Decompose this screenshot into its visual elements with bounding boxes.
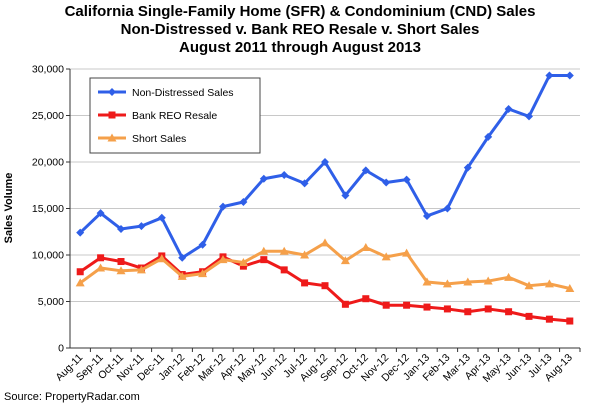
chart-title-line-1: California Single-Family Home (SFR) & Co…	[65, 3, 536, 20]
data-point	[76, 228, 85, 237]
data-point	[423, 303, 431, 311]
data-point	[321, 282, 329, 290]
data-point	[75, 278, 85, 287]
data-point	[382, 301, 390, 309]
legend-swatch-marker	[107, 133, 117, 142]
data-point	[157, 213, 166, 222]
data-point	[565, 283, 575, 292]
data-point	[483, 276, 493, 285]
legend-label: Non-Distressed Sales	[132, 87, 234, 99]
data-point	[382, 178, 391, 187]
data-point	[97, 254, 105, 262]
data-point	[525, 112, 533, 121]
data-point	[545, 71, 554, 80]
data-point	[341, 191, 350, 200]
data-point	[280, 171, 289, 180]
source-note: Source: PropertyRadar.com	[4, 391, 140, 403]
data-point	[524, 281, 534, 290]
y-tick-label: 0	[58, 343, 64, 355]
series-group	[75, 71, 575, 325]
data-point	[442, 279, 452, 288]
data-point	[361, 243, 371, 252]
data-point	[177, 271, 187, 280]
data-point	[219, 202, 227, 211]
data-point	[116, 266, 126, 275]
data-point	[300, 250, 310, 259]
series-line	[79, 241, 571, 290]
legend-swatch-marker	[108, 111, 116, 119]
data-point	[340, 256, 350, 265]
data-point	[239, 197, 248, 206]
data-point	[259, 246, 269, 255]
data-point	[117, 258, 125, 266]
data-point	[279, 246, 289, 255]
data-point	[178, 253, 187, 262]
y-tick-label: 10,000	[32, 250, 64, 262]
data-point	[464, 308, 472, 316]
data-point	[301, 279, 309, 287]
data-point	[239, 262, 247, 270]
data-point	[96, 209, 105, 218]
series-2	[75, 238, 575, 292]
data-point	[484, 132, 493, 141]
data-point	[423, 211, 431, 220]
data-point	[76, 268, 84, 276]
legend-label: Short Sales	[132, 133, 186, 145]
data-point	[422, 277, 432, 286]
data-point	[260, 256, 268, 264]
data-point	[484, 305, 492, 313]
data-point	[198, 240, 207, 249]
data-point	[525, 312, 533, 320]
legend-swatch-marker	[108, 88, 116, 96]
data-point	[381, 252, 391, 261]
chart-title-line-2: Non-Distressed v. Bank REO Resale v. Sho…	[121, 21, 480, 38]
data-point	[300, 179, 309, 188]
data-point	[402, 248, 412, 257]
chart-title-line-3: August 2011 through August 2013	[179, 39, 421, 56]
data-point	[362, 295, 370, 303]
data-point	[218, 255, 228, 264]
data-point	[280, 266, 288, 274]
y-tick-label: 5,000	[38, 296, 64, 308]
y-tick-label: 25,000	[32, 110, 64, 122]
y-axis-ticks: 0 5,000 10,000 15,000 20,000 25,000 30,000	[32, 64, 70, 355]
data-point	[544, 279, 554, 288]
data-point	[443, 204, 452, 213]
plot-area-border	[69, 69, 580, 349]
data-point	[504, 104, 513, 113]
data-point	[198, 269, 208, 278]
series-0	[76, 71, 574, 262]
data-point	[403, 301, 411, 309]
legend: Non-Distressed Sales Bank REO Resale Short…	[89, 77, 261, 154]
data-point	[259, 174, 268, 183]
data-point	[463, 277, 473, 286]
data-point	[321, 158, 329, 166]
y-tick-label: 20,000	[32, 157, 64, 169]
y-tick-label: 15,000	[32, 203, 64, 215]
data-point	[565, 71, 574, 80]
data-point	[545, 315, 553, 323]
data-point	[463, 163, 472, 172]
data-point	[137, 222, 146, 231]
data-point	[443, 305, 451, 313]
data-point	[320, 238, 330, 247]
data-point	[238, 257, 248, 266]
data-point	[117, 224, 125, 233]
legend-label: Bank REO Resale	[132, 110, 217, 122]
data-point	[361, 166, 370, 175]
data-point	[157, 254, 167, 263]
data-point	[505, 308, 513, 316]
x-axis-ticks: Aug-11Sep-11Oct-11Nov-11Dec-11Jan-12Feb-…	[53, 348, 581, 385]
data-point	[136, 265, 146, 274]
data-point	[402, 175, 411, 184]
data-point	[96, 263, 106, 272]
data-point	[341, 300, 349, 308]
y-tick-label: 30,000	[32, 64, 64, 76]
data-point	[504, 272, 514, 281]
data-point	[566, 317, 574, 325]
y-axis-label: Sales Volume	[3, 173, 15, 244]
